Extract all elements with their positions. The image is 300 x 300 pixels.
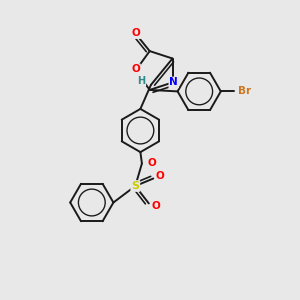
Text: O: O bbox=[131, 64, 140, 74]
Text: O: O bbox=[132, 28, 141, 38]
Text: O: O bbox=[155, 171, 164, 181]
Text: H: H bbox=[137, 76, 146, 86]
Text: N: N bbox=[169, 77, 178, 88]
Text: O: O bbox=[147, 158, 156, 168]
Text: Br: Br bbox=[238, 86, 251, 96]
Text: S: S bbox=[131, 181, 139, 191]
Text: O: O bbox=[151, 201, 160, 212]
